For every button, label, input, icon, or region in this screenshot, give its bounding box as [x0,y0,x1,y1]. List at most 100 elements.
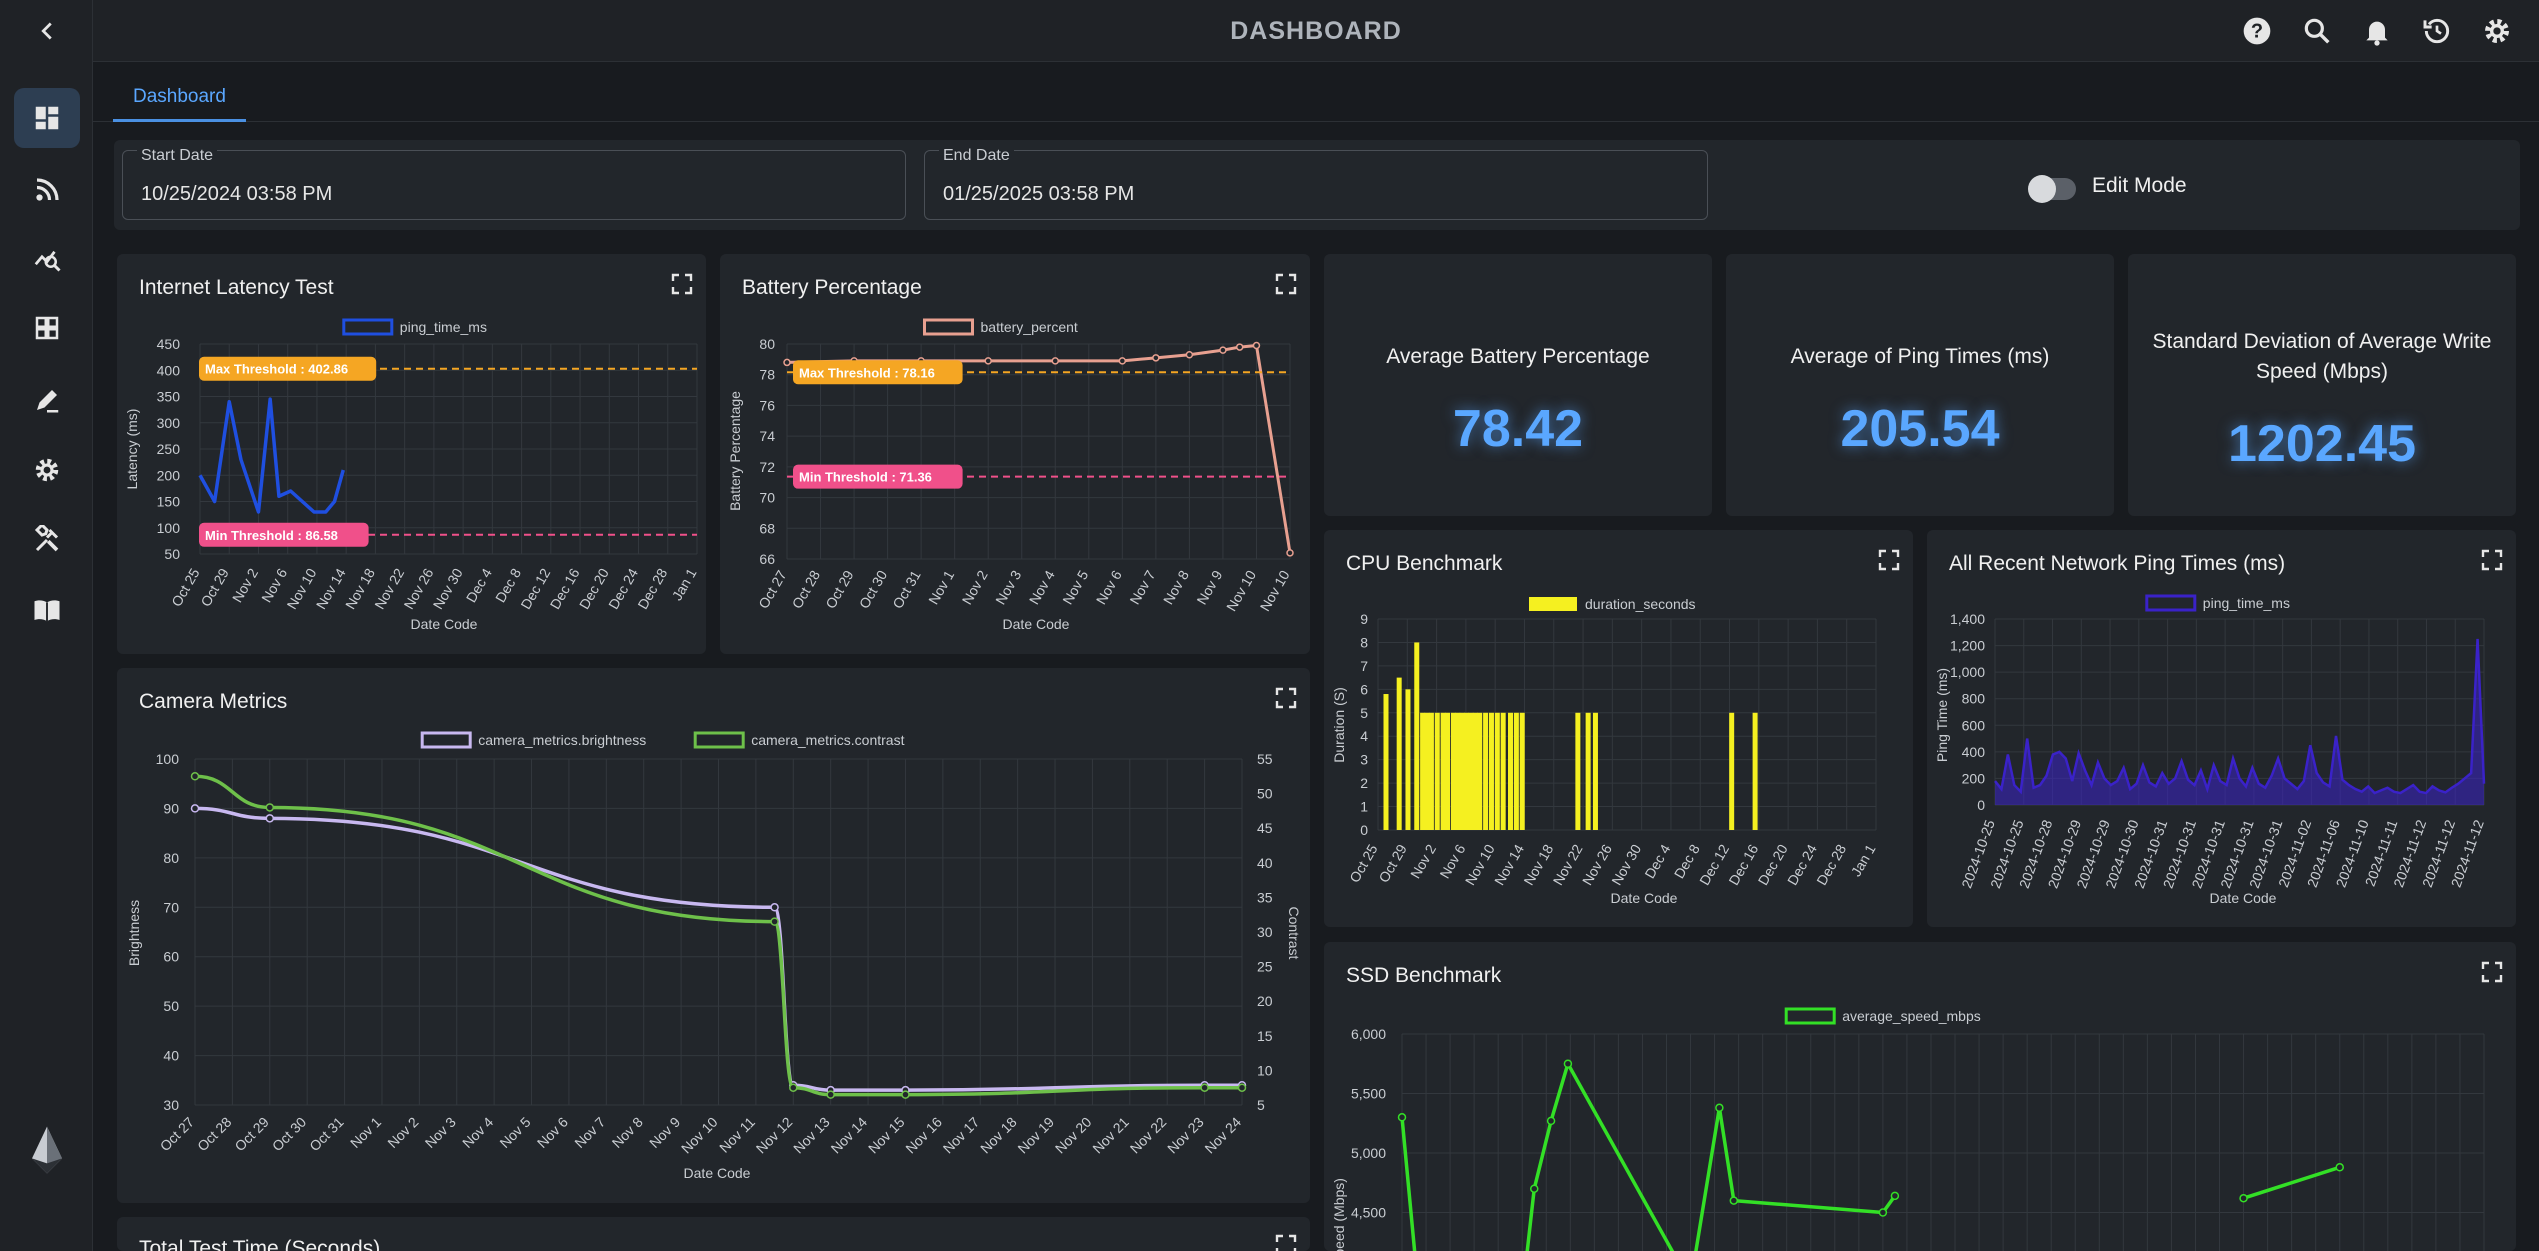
sidebar-item-settings[interactable] [14,440,80,500]
fullscreen-icon[interactable] [670,272,694,296]
ssd-panel: SSD Benchmark 6,000 5,500 5,000 4,500 Speed … [1324,942,2516,1251]
tab-bar: Dashboard [93,62,2539,122]
axis-title: Date Code [1611,890,1678,906]
start-date-value: 10/25/2024 03:58 PM [141,183,333,205]
data-point [1235,343,1244,351]
dashboard-icon [35,106,59,130]
feed-icon [36,178,59,201]
data-point [789,1083,798,1092]
data-point [1185,351,1194,359]
fullscreen-icon[interactable] [1274,272,1298,296]
sidebar-item-edit[interactable] [14,370,80,430]
x-tick-label: Oct 28 [194,1114,235,1155]
sidebar-item-tools[interactable] [14,510,80,570]
back-chevron-icon[interactable] [14,0,80,62]
sidebar-item-dashboard[interactable] [14,88,80,148]
sidebar-item-apps[interactable] [14,298,80,358]
threshold-label: Max Threshold : 78.16 [799,365,935,380]
legend-label: ping_time_ms [2203,595,2290,611]
y-tick-label: 70 [163,899,179,915]
threshold-label: Max Threshold : 402.86 [205,362,348,377]
y-tick-label: 40 [1257,855,1273,871]
fullscreen-icon[interactable] [1274,1233,1298,1251]
total-time-panel: Total Test Time (Seconds) [117,1217,1310,1251]
data-point [1397,1113,1407,1122]
x-tick-label: Nov 3 [422,1114,459,1151]
edit-icon [37,390,59,413]
legend-swatch [1784,1007,1836,1025]
bar [1383,694,1389,830]
x-tick-label: Nov 19 [1014,1114,1057,1157]
x-tick-label: Oct 28 [789,567,824,611]
legend-label: ping_time_ms [400,319,487,335]
logo-icon [14,1115,80,1185]
y-tick-label: 1 [1360,799,1368,815]
x-tick-label: Nov 5 [496,1114,533,1151]
x-tick-label: Nov 20 [1052,1114,1095,1157]
start-date-field[interactable]: Start Date 10/25/2024 03:58 PM [122,147,906,220]
bar [1472,712,1478,830]
y-tick-label: 20 [1257,993,1273,1009]
axis-title: Brightness [126,900,142,966]
apps-icon [35,316,59,340]
x-tick-label: Oct 31 [306,1114,347,1155]
series-line [1994,638,2486,795]
bar [1414,642,1420,830]
y-tick-label: 25 [1257,959,1273,975]
y-tick-label: 1,200 [1950,638,1985,654]
legend-label: duration_seconds [1585,596,1696,612]
edit-mode-toggle[interactable] [2028,175,2076,203]
threshold-badge [199,356,377,381]
sidebar-item-feed[interactable] [14,160,80,220]
stat-card-write-speed: Standard Deviation of Average Write Spee… [2128,254,2516,516]
panel-title: Internet Latency Test [139,276,334,299]
stat-card-battery: Average Battery Percentage 78.42 [1324,254,1712,516]
y-tick-label: 600 [1962,717,1986,733]
docs-icon [34,600,60,622]
y-tick-label: 7 [1360,658,1368,674]
axis-title: Date Code [411,616,478,632]
y-tick-label: 250 [157,441,181,457]
x-tick-label: Oct 25 [168,565,203,609]
data-point [265,803,275,812]
y-tick-label: 450 [157,336,181,352]
data-point [265,814,275,823]
help-icon[interactable]: ? [2241,15,2273,47]
bar [1488,712,1494,830]
y-tick-label: 30 [163,1097,179,1113]
x-tick-label: Nov 1 [925,567,957,607]
sidebar-item-analytics[interactable] [14,228,80,288]
x-tick-label: Nov 30 [430,565,466,612]
data-point [1118,357,1127,365]
sidebar-item-docs[interactable] [14,580,80,640]
data-point [1890,1191,1900,1201]
bar [1500,712,1506,830]
fullscreen-icon[interactable] [2480,548,2504,572]
tab-dashboard[interactable]: Dashboard [113,72,246,122]
axis-title: Ping Time (ms) [1934,668,1950,762]
y-tick-label: 78 [759,367,775,383]
data-point [190,772,200,781]
panel-title: CPU Benchmark [1346,552,1503,575]
search-icon[interactable] [2301,15,2333,47]
y-tick-label: 4,500 [1351,1205,1386,1221]
axis-title: Duration (S) [1331,687,1347,762]
y-tick-label: 0 [1360,822,1368,838]
fullscreen-icon[interactable] [1274,686,1298,710]
x-tick-label: Nov 18 [977,1114,1020,1157]
data-point [1152,354,1160,362]
stat-value: 78.42 [1452,400,1584,458]
fullscreen-icon[interactable] [2480,960,2504,984]
bell-icon[interactable] [2361,15,2393,47]
date-filter-bar: Start Date 10/25/2024 03:58 PM End Date … [114,140,2520,230]
y-tick-label: 1,000 [1950,664,1985,680]
gear-icon[interactable] [2481,15,2513,47]
end-date-field[interactable]: End Date 01/25/2025 03:58 PM [924,147,1708,220]
history-icon[interactable] [2421,15,2453,47]
x-tick-label: Nov 7 [571,1114,608,1151]
y-tick-label: 200 [1962,770,1986,786]
fullscreen-icon[interactable] [1877,548,1901,572]
camera-panel: Camera Metrics 30 40 50 60 70 80 90 100 5 10 15 20 2… [117,668,1310,1203]
x-tick-label: Nov 13 [790,1114,833,1157]
